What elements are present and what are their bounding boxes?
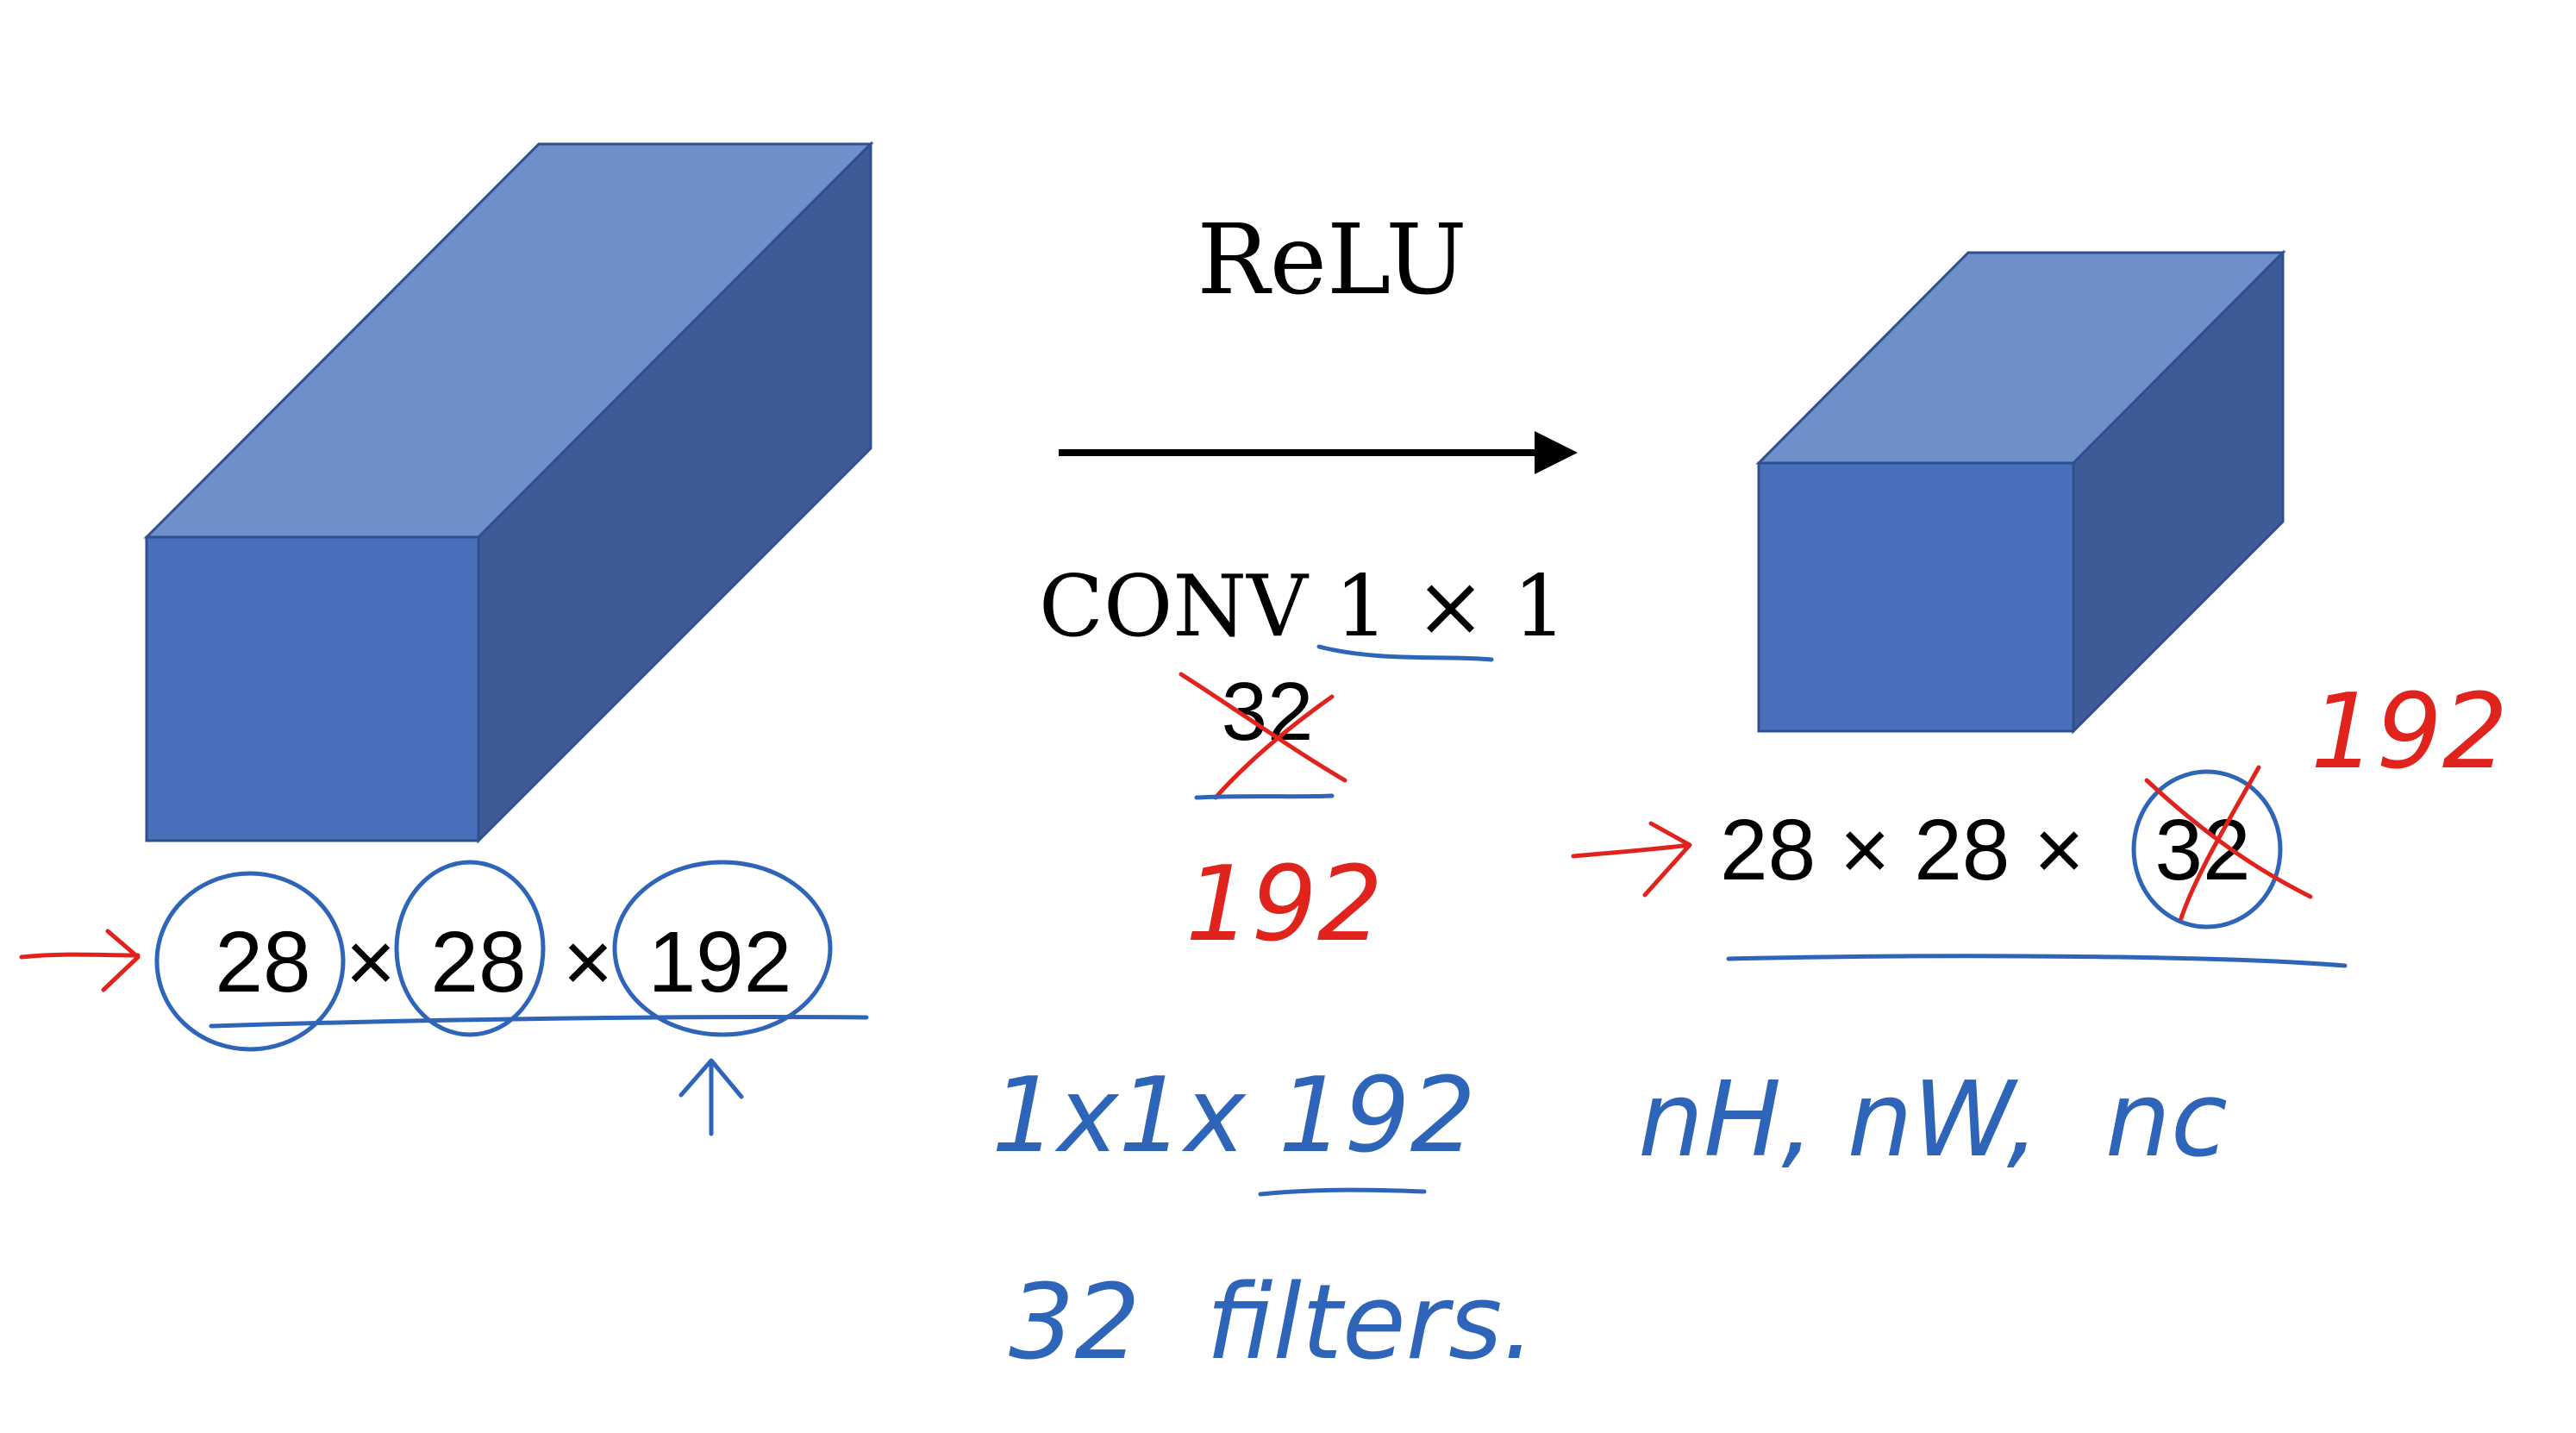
output-volume-block (1755, 249, 2286, 735)
input-channels-circle (612, 860, 833, 1037)
input-block-front-face (145, 535, 480, 842)
input-dimensions-underline (209, 1014, 869, 1029)
arrowhead-icon (1535, 431, 1578, 474)
input-dimensions: 28 × 28 × 192 (19, 860, 869, 1136)
conv-size-underline (1316, 644, 1494, 662)
filter-depth-underline (1258, 1187, 1427, 1197)
output-dimensions: 28 × 28 × 32 192 (1571, 673, 2508, 968)
filters-note: 32 filters. (1009, 1263, 1535, 1383)
output-pointer-arrow-icon (1571, 821, 1692, 898)
filter-count-strike-icon (1179, 672, 1347, 800)
input-height-circle (154, 871, 346, 1052)
input-channels-up-arrow-icon (678, 1058, 744, 1136)
output-dimensions-underline (1726, 954, 2348, 968)
dimension-symbols-note: nH, nW, nc (1638, 1061, 2228, 1180)
output-dims-text: 28 × 28 × (1720, 802, 2108, 898)
output-block-front-face (1757, 461, 2075, 733)
input-volume-block (143, 141, 874, 844)
filter-shape-note: 1x1x 192 (991, 1056, 1476, 1176)
handwritten-notes: 1x1x 192 32 filters. nH, nW, nc (991, 1056, 2228, 1383)
input-times-1: × (346, 914, 396, 1011)
output-channels-strike-icon (2144, 765, 2313, 921)
output-channels-correction: 192 (2310, 673, 2508, 792)
input-height: 28 (215, 914, 310, 1011)
output-channels-circle (2131, 769, 2283, 929)
conv-label: CONV 1 × 1 (1039, 558, 1566, 656)
transform-arrow (1059, 431, 1578, 474)
output-channels: 32 (2154, 802, 2250, 898)
input-pointer-arrow-icon (19, 929, 141, 992)
input-times-2: × (563, 914, 613, 1011)
input-width-circle (394, 860, 546, 1037)
filter-count-correction: 192 (1185, 845, 1383, 965)
input-width: 28 (430, 914, 526, 1011)
filter-count-underline (1194, 793, 1335, 800)
input-channels: 192 (648, 914, 792, 1011)
relu-label: ReLU (1197, 204, 1466, 316)
